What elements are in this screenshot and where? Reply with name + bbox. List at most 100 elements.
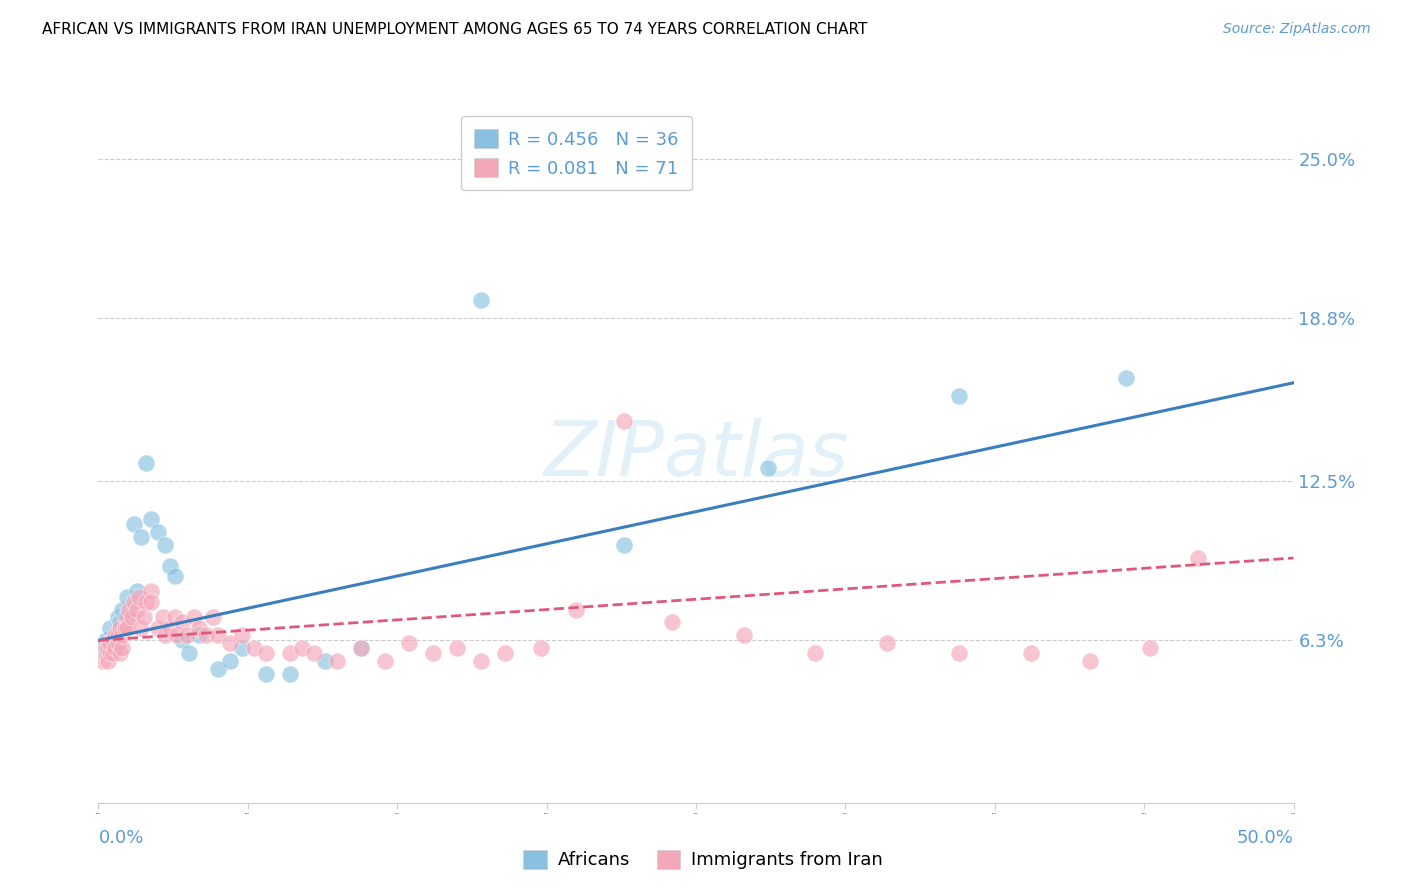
- Point: [104, 641, 127, 656]
- Point: [254, 646, 277, 660]
- Point: [172, 633, 194, 648]
- Text: ZIPatlas: ZIPatlas: [543, 418, 849, 491]
- Point: [131, 530, 153, 544]
- Point: [315, 654, 337, 668]
- Point: [350, 641, 373, 656]
- Point: [125, 584, 148, 599]
- Point: [124, 595, 146, 609]
- Point: [1080, 654, 1102, 668]
- Point: [163, 610, 186, 624]
- Point: [661, 615, 683, 630]
- Point: [139, 584, 162, 599]
- Point: [254, 667, 277, 681]
- Point: [108, 621, 131, 635]
- Point: [139, 595, 162, 609]
- Point: [374, 654, 396, 668]
- Point: [470, 654, 492, 668]
- Point: [104, 628, 127, 642]
- Point: [101, 633, 124, 648]
- Point: [94, 633, 117, 648]
- Point: [1139, 641, 1161, 656]
- Point: [470, 293, 492, 308]
- Point: [108, 615, 131, 630]
- Point: [243, 641, 266, 656]
- Point: [202, 610, 225, 624]
- Point: [91, 641, 114, 656]
- Legend: R = 0.456   N = 36, R = 0.081   N = 71: R = 0.456 N = 36, R = 0.081 N = 71: [461, 116, 692, 190]
- Point: [613, 414, 636, 428]
- Point: [446, 641, 468, 656]
- Point: [876, 636, 898, 650]
- Point: [302, 646, 325, 660]
- Point: [756, 460, 779, 475]
- Point: [107, 636, 129, 650]
- Point: [108, 646, 131, 660]
- Point: [172, 615, 194, 630]
- Point: [111, 602, 134, 616]
- Point: [565, 602, 588, 616]
- Point: [135, 595, 157, 609]
- Point: [207, 628, 229, 642]
- Point: [194, 628, 218, 642]
- Point: [231, 628, 253, 642]
- Point: [948, 646, 970, 660]
- Point: [115, 621, 138, 635]
- Point: [135, 456, 157, 470]
- Point: [1115, 370, 1137, 384]
- Point: [124, 517, 146, 532]
- Point: [231, 641, 253, 656]
- Point: [97, 646, 120, 660]
- Point: [98, 646, 122, 660]
- Point: [159, 558, 181, 573]
- Point: [422, 646, 444, 660]
- Point: [101, 646, 124, 660]
- Point: [179, 646, 201, 660]
- Point: [114, 610, 136, 624]
- Text: Source: ZipAtlas.com: Source: ZipAtlas.com: [1223, 22, 1371, 37]
- Point: [278, 646, 301, 660]
- Point: [114, 621, 136, 635]
- Text: 0.0%: 0.0%: [98, 829, 143, 847]
- Point: [176, 628, 198, 642]
- Point: [155, 628, 177, 642]
- Point: [111, 641, 134, 656]
- Point: [94, 641, 117, 656]
- Point: [1187, 551, 1209, 566]
- Text: 50.0%: 50.0%: [1237, 829, 1294, 847]
- Point: [131, 621, 153, 635]
- Point: [350, 641, 373, 656]
- Point: [139, 512, 162, 526]
- Point: [148, 525, 170, 540]
- Point: [115, 590, 138, 604]
- Point: [118, 610, 141, 624]
- Point: [207, 662, 229, 676]
- Point: [187, 621, 209, 635]
- Point: [107, 610, 129, 624]
- Point: [278, 667, 301, 681]
- Point: [148, 621, 170, 635]
- Point: [163, 569, 186, 583]
- Point: [152, 610, 174, 624]
- Point: [326, 654, 349, 668]
- Point: [97, 654, 120, 668]
- Point: [155, 538, 177, 552]
- Point: [104, 641, 127, 656]
- Point: [398, 636, 420, 650]
- Point: [97, 641, 120, 656]
- Point: [804, 646, 827, 660]
- Point: [494, 646, 516, 660]
- Text: AFRICAN VS IMMIGRANTS FROM IRAN UNEMPLOYMENT AMONG AGES 65 TO 74 YEARS CORRELATI: AFRICAN VS IMMIGRANTS FROM IRAN UNEMPLOY…: [42, 22, 868, 37]
- Point: [948, 389, 970, 403]
- Point: [118, 602, 141, 616]
- Legend: Africans, Immigrants from Iran: Africans, Immigrants from Iran: [515, 840, 891, 879]
- Point: [1019, 646, 1042, 660]
- Point: [101, 633, 124, 648]
- Point: [98, 636, 122, 650]
- Point: [219, 654, 242, 668]
- Point: [183, 610, 205, 624]
- Point: [159, 621, 181, 635]
- Point: [121, 610, 143, 624]
- Point: [94, 646, 117, 660]
- Point: [98, 621, 122, 635]
- Point: [166, 628, 188, 642]
